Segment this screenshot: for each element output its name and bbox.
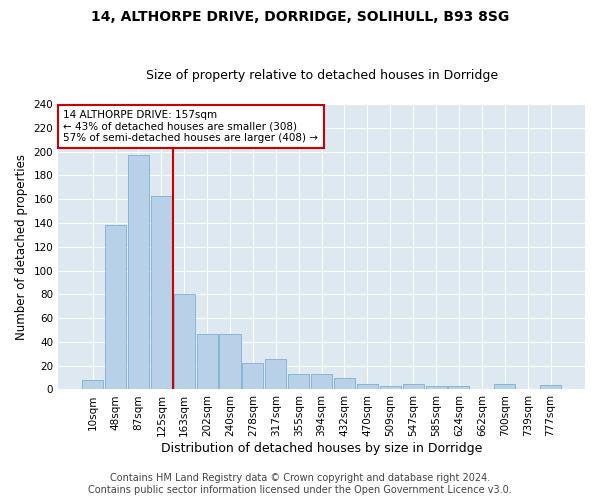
- Title: Size of property relative to detached houses in Dorridge: Size of property relative to detached ho…: [146, 69, 497, 82]
- Bar: [128, 155, 149, 390]
- Bar: [425, 386, 446, 390]
- Bar: [494, 384, 515, 390]
- Y-axis label: Number of detached properties: Number of detached properties: [15, 154, 28, 340]
- Bar: [151, 196, 172, 390]
- Bar: [357, 384, 378, 390]
- Bar: [334, 378, 355, 390]
- Text: 14 ALTHORPE DRIVE: 157sqm
← 43% of detached houses are smaller (308)
57% of semi: 14 ALTHORPE DRIVE: 157sqm ← 43% of detac…: [64, 110, 319, 143]
- Bar: [380, 386, 401, 390]
- Bar: [448, 386, 469, 390]
- Bar: [403, 384, 424, 390]
- Text: Contains HM Land Registry data © Crown copyright and database right 2024.
Contai: Contains HM Land Registry data © Crown c…: [88, 474, 512, 495]
- Bar: [311, 374, 332, 390]
- X-axis label: Distribution of detached houses by size in Dorridge: Distribution of detached houses by size …: [161, 442, 482, 455]
- Bar: [82, 380, 103, 390]
- Bar: [288, 374, 309, 390]
- Bar: [105, 226, 126, 390]
- Text: 14, ALTHORPE DRIVE, DORRIDGE, SOLIHULL, B93 8SG: 14, ALTHORPE DRIVE, DORRIDGE, SOLIHULL, …: [91, 10, 509, 24]
- Bar: [265, 358, 286, 390]
- Bar: [173, 294, 195, 390]
- Bar: [242, 364, 263, 390]
- Bar: [197, 334, 218, 390]
- Bar: [220, 334, 241, 390]
- Bar: [540, 384, 561, 390]
